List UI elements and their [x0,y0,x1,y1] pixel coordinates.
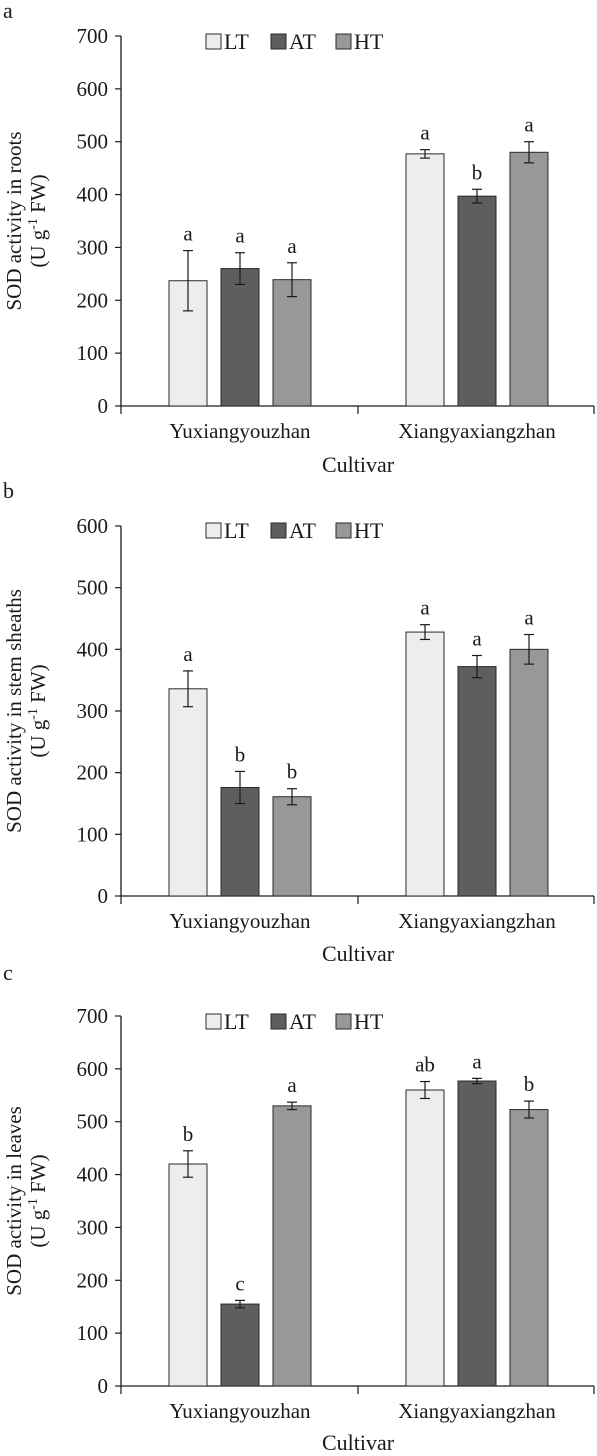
bar-LT-1 [405,153,445,407]
y-tick-label: 100 [77,822,109,846]
y-tick-label: 500 [77,1110,109,1134]
y-axis-unit: (U g-1 FW) [26,174,50,267]
significance-letter: a [235,224,245,248]
legend-label-HT: HT [354,29,384,54]
significance-letter: ab [415,1053,435,1077]
legend-swatch-HT [335,1013,352,1030]
significance-letter: a [524,113,534,137]
y-tick-label: 200 [77,1268,109,1292]
x-tick-label: Yuxiangyouzhan [169,419,311,443]
y-tick-label: 200 [77,761,109,785]
bar-HT-0 [272,279,312,407]
bar-AT-1 [457,1080,497,1387]
bar-AT-0 [220,786,260,897]
legend-label-HT: HT [354,1009,384,1034]
x-axis-title: Cultivar [322,1430,395,1455]
significance-letter: a [472,1049,482,1073]
legend-swatch-AT [270,33,287,50]
x-tick-label: Yuxiangyouzhan [169,1399,311,1423]
bar-AT-1 [457,195,497,407]
x-tick-label: Xiangyaxiangzhan [398,1399,556,1423]
y-tick-label: 300 [77,699,109,723]
y-tick-label: 0 [98,884,109,908]
bar-HT-1 [509,1109,549,1387]
panel-label: a [3,0,13,23]
x-axis-title: Cultivar [322,452,395,477]
y-tick-label: 400 [77,183,109,207]
y-axis-unit: (U g-1 FW) [26,1154,50,1247]
y-tick-label: 500 [77,576,109,600]
significance-letter: a [287,234,297,258]
bar-LT-0 [168,280,208,407]
legend-label-AT: AT [289,518,316,543]
y-tick-label: 0 [98,394,109,418]
legend-swatch-AT [270,1013,287,1030]
bar-HT-1 [509,648,549,897]
legend-swatch-HT [335,522,352,539]
significance-letter: a [183,642,193,666]
x-tick-label: Xiangyaxiangzhan [398,419,556,443]
legend-label-LT: LT [224,518,249,543]
significance-letter: b [524,1072,535,1096]
legend-label-AT: AT [289,1009,316,1034]
y-axis-title: SOD activity in roots [2,131,26,310]
legend-label-HT: HT [354,518,384,543]
significance-letter: a [524,606,534,630]
y-axis-title: SOD activity in leaves [2,1106,26,1296]
bar-HT-0 [272,1105,312,1387]
y-tick-label: 100 [77,341,109,365]
x-tick-label: Yuxiangyouzhan [169,909,311,933]
significance-letter: b [235,742,246,766]
legend-label-LT: LT [224,29,249,54]
y-tick-label: 700 [77,24,109,48]
x-axis-title: Cultivar [322,941,395,966]
y-tick-label: 600 [77,1057,109,1081]
x-tick-label: Xiangyaxiangzhan [398,909,556,933]
y-tick-label: 100 [77,1321,109,1345]
significance-letter: b [472,160,483,184]
chart-panel-c: c 0 100 200 300 400 500 600 700 Yuxiangyouzhan Xia… [2,960,595,1455]
chart-panel-a: a 0 100 200 300 400 500 600 700 Yuxiangyouzhan Xia… [2,0,595,477]
chart-panel-b: b 0 100 200 300 400 500 600 Yuxiangyouzhan Xiangy… [2,478,595,966]
y-axis-title: SOD activity in stem sheaths [2,589,26,833]
y-tick-label: 700 [77,1004,109,1028]
y-tick-label: 0 [98,1374,109,1398]
bar-AT-1 [457,666,497,897]
y-tick-label: 400 [77,637,109,661]
bar-LT-0 [168,1163,208,1387]
panel-label: c [3,960,13,985]
bar-HT-0 [272,796,312,897]
significance-letter: a [472,627,482,651]
significance-letter: a [183,222,193,246]
bar-AT-0 [220,268,260,407]
y-tick-label: 400 [77,1163,109,1187]
legend-swatch-LT [205,522,222,539]
significance-letter: a [420,596,430,620]
legend-swatch-HT [335,33,352,50]
y-tick-label: 600 [77,77,109,101]
y-tick-label: 300 [77,235,109,259]
significance-letter: a [287,1073,297,1097]
legend-swatch-AT [270,522,287,539]
legend-swatch-LT [205,33,222,50]
y-tick-label: 300 [77,1215,109,1239]
bar-LT-1 [405,1089,445,1387]
significance-letter: b [287,760,298,784]
y-tick-label: 200 [77,288,109,312]
y-axis-unit: (U g-1 FW) [26,664,50,757]
legend-label-AT: AT [289,29,316,54]
significance-letter: b [183,1122,194,1146]
panel-label: b [3,478,14,503]
bar-LT-1 [405,631,445,897]
legend-label-LT: LT [224,1009,249,1034]
y-tick-label: 600 [77,514,109,538]
y-tick-label: 500 [77,130,109,154]
bar-AT-0 [220,1303,260,1387]
significance-letter: c [235,1271,244,1295]
bar-HT-1 [509,151,549,407]
significance-letter: a [420,121,430,145]
legend-swatch-LT [205,1013,222,1030]
bar-LT-0 [168,688,208,897]
